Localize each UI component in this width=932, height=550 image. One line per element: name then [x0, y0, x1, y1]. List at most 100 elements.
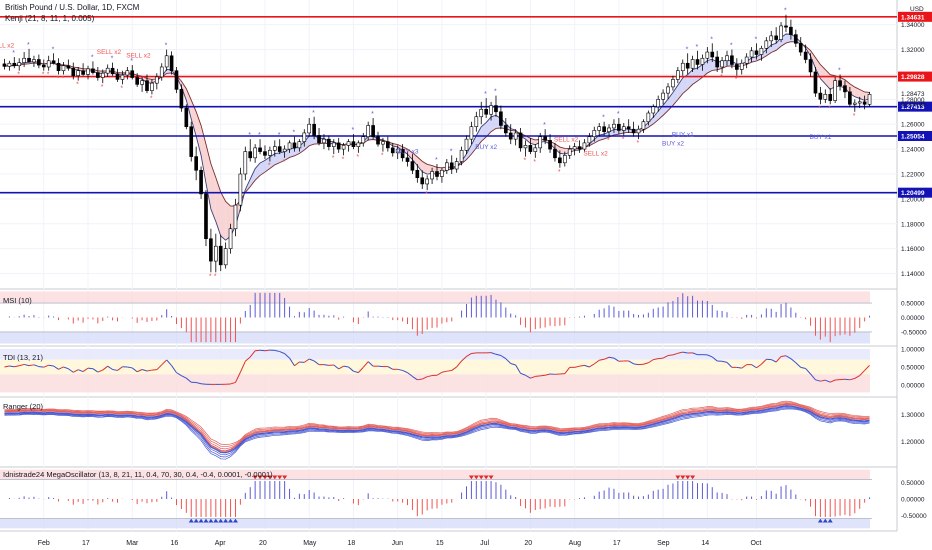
x-tick-label: May — [303, 540, 317, 547]
tdi-line-segment — [510, 363, 516, 366]
tdi-line-segment — [545, 373, 551, 376]
candle-down — [528, 145, 533, 152]
tdi-line-segment — [348, 366, 354, 372]
candle-down — [189, 126, 194, 157]
candle-down — [420, 177, 425, 185]
swing-low-star: * — [523, 158, 526, 165]
candle-down — [415, 169, 420, 179]
tdi-line-segment — [181, 375, 187, 379]
swing-high-star: * — [371, 111, 374, 118]
swing-low-star: * — [735, 77, 738, 84]
swing-high-star: * — [165, 43, 168, 50]
tdi-line-segment — [795, 362, 802, 368]
bear-cloud-segment — [215, 177, 221, 236]
candle-down — [617, 123, 621, 131]
y-tick-label: 1.32000 — [901, 47, 925, 54]
x-tick-label: Mar — [126, 540, 139, 547]
candle-down — [784, 25, 788, 28]
candle-up — [272, 146, 277, 151]
swing-high-star: * — [450, 148, 453, 155]
bull-cloud-segment — [279, 151, 285, 163]
tdi-line-segment — [14, 365, 20, 368]
candle-down — [336, 142, 341, 150]
mega-y-tick: 0.00000 — [901, 497, 925, 504]
candle-down — [218, 245, 223, 266]
tdi-line-segment — [136, 369, 143, 373]
tdi-line-segment — [859, 370, 865, 376]
mega-y-tick: -0.50000 — [901, 513, 927, 520]
swing-high-star: * — [91, 54, 94, 61]
tdi-line-segment — [441, 370, 447, 373]
candle-up — [459, 150, 464, 162]
candle-up — [46, 60, 51, 68]
mega-overbought-zone — [0, 469, 870, 480]
candle-down — [803, 51, 808, 60]
bull-cloud-segment — [250, 168, 256, 187]
mega-buy-triangle — [827, 518, 833, 523]
candle-down — [626, 126, 631, 130]
candle-up — [680, 62, 685, 72]
tdi-line-segment — [19, 363, 25, 367]
candle-up — [228, 228, 233, 249]
tdi-line-segment — [107, 365, 113, 370]
candle-down — [848, 91, 852, 105]
swing-low-star: * — [101, 84, 104, 91]
tdi-line-segment — [196, 382, 202, 385]
tdi-line-segment — [264, 349, 270, 352]
level-price-tag — [898, 71, 932, 82]
mega-buy-triangle — [188, 518, 194, 523]
level-price-label: 1.34631 — [901, 14, 925, 21]
mega-sell-triangle — [252, 475, 258, 480]
x-tick-label: 20 — [259, 540, 267, 547]
tdi-line-segment — [574, 365, 580, 368]
mega-sell-triangle — [257, 475, 263, 480]
candle-up — [322, 138, 326, 144]
tdi-line-segment — [667, 354, 673, 357]
candle-down — [793, 34, 798, 44]
swing-high-star: * — [543, 122, 546, 129]
swing-high-star: * — [484, 91, 487, 98]
candle-up — [282, 148, 287, 152]
currency-label: USD — [910, 6, 924, 13]
level-price-tag — [898, 130, 932, 141]
tdi-line-segment — [343, 365, 349, 368]
swing-low-star: * — [214, 273, 217, 280]
swing-low-star: * — [61, 75, 64, 82]
candle-down — [27, 57, 31, 63]
swing-high-star: * — [710, 36, 713, 43]
tdi-line-segment — [387, 366, 394, 370]
candle-up — [690, 59, 695, 69]
level-price-label: 1.27413 — [901, 104, 925, 111]
mega-sell-triangle — [690, 475, 696, 480]
bear-cloud-segment — [407, 149, 413, 160]
candle-up — [454, 161, 459, 170]
mega-sell-triangle — [267, 475, 273, 480]
bull-cloud-segment — [707, 59, 713, 74]
candle-down — [710, 51, 715, 58]
candle-up — [562, 155, 567, 164]
tdi-line-segment — [628, 360, 634, 365]
candle-up — [302, 132, 307, 142]
bear-cloud-segment — [525, 135, 531, 144]
candle-down — [494, 105, 498, 113]
candle-up — [430, 171, 434, 180]
mega-buy-triangle — [193, 518, 199, 523]
tdi-line-segment — [815, 379, 821, 382]
mega-buy-triangle — [223, 518, 229, 523]
candle-down — [209, 238, 213, 262]
candle-up — [676, 70, 680, 80]
candle-down — [405, 157, 410, 162]
swing-low-star: * — [120, 85, 123, 92]
tdi-line-segment — [53, 365, 59, 370]
x-tick-label: Sep — [657, 540, 670, 547]
tdi-line-segment — [289, 357, 295, 367]
candle-up — [749, 50, 754, 58]
tdi-line-segment — [436, 371, 443, 376]
x-tick-label: Jun — [392, 540, 403, 547]
candle-up — [852, 102, 857, 105]
tdi-line-segment — [87, 367, 93, 370]
tdi-line-segment — [589, 363, 595, 368]
tdi-line-segment — [117, 366, 123, 371]
candle-down — [685, 62, 690, 69]
candle-up — [867, 94, 872, 105]
